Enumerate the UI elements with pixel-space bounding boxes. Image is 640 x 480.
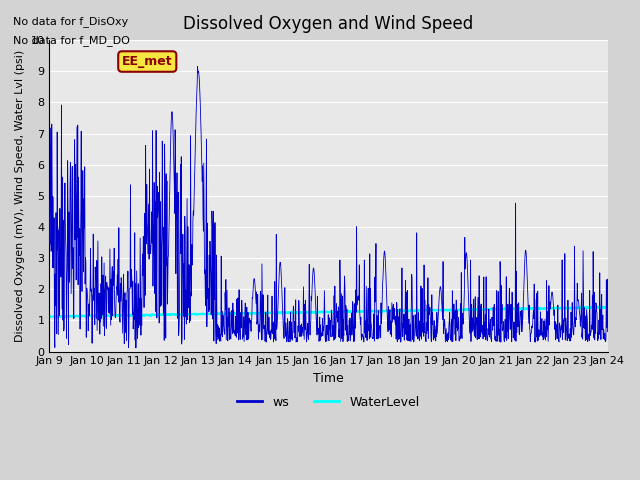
Text: No data for f_DisOxy: No data for f_DisOxy — [13, 16, 128, 27]
Legend: ws, WaterLevel: ws, WaterLevel — [232, 391, 424, 414]
Text: No data for f_MD_DO: No data for f_MD_DO — [13, 35, 130, 46]
X-axis label: Time: Time — [313, 372, 344, 385]
Title: Dissolved Oxygen and Wind Speed: Dissolved Oxygen and Wind Speed — [183, 15, 474, 33]
Y-axis label: Dissolved Oxygen (mV), Wind Speed, Water Lvl (psi): Dissolved Oxygen (mV), Wind Speed, Water… — [15, 50, 25, 342]
Text: EE_met: EE_met — [122, 55, 173, 68]
